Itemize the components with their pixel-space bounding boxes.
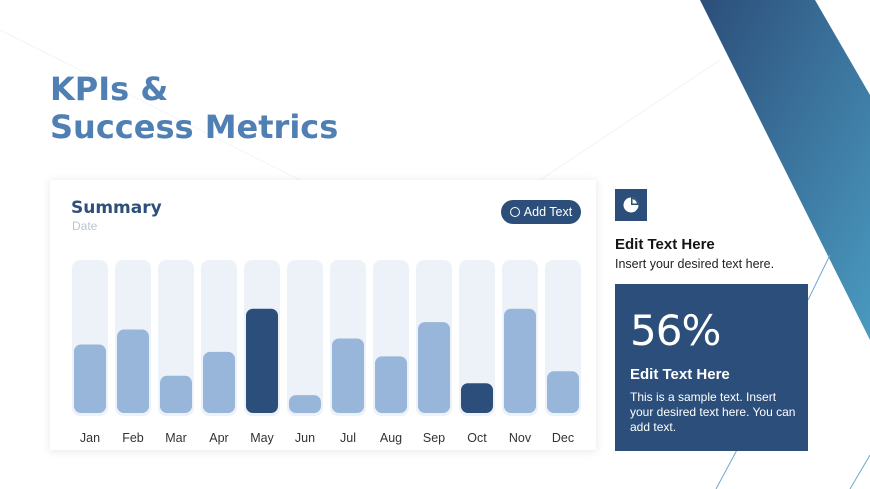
tick-label-jun: Jun	[295, 431, 315, 445]
slide-title-line-2: Success Metrics	[50, 108, 339, 146]
bar-mar	[160, 375, 192, 413]
bar-track-jun	[287, 260, 323, 416]
bar-sep	[418, 322, 450, 413]
tick-label-jan: Jan	[80, 431, 100, 445]
bar-jun	[289, 395, 321, 413]
bar-nov	[504, 308, 536, 413]
bar-jan	[74, 344, 106, 413]
bar-feb	[117, 329, 149, 413]
bar-dec	[547, 371, 579, 413]
tick-label-apr: Apr	[209, 431, 228, 445]
pie-chart-glyph	[623, 197, 639, 213]
side-text: Insert your desired text here.	[615, 257, 775, 271]
accent-band	[700, 0, 870, 340]
kpi-box: 56% Edit Text Here This is a sample text…	[615, 284, 808, 451]
tick-label-mar: Mar	[165, 431, 187, 445]
kpi-text: This is a sample text. Insert your desir…	[630, 390, 796, 434]
add-text-button[interactable]: Add Text	[501, 200, 581, 224]
bar-jul	[332, 338, 364, 413]
summary-card: Summary Date Add Text Jan Feb Mar Apr May Jun…	[50, 180, 596, 450]
bar-aug	[375, 356, 407, 413]
bar-apr	[203, 351, 235, 413]
circle-icon	[509, 207, 520, 217]
bar-track-oct	[459, 260, 495, 416]
slide-title: KPIs & Success Metrics	[50, 70, 338, 146]
slide-title-line-1: KPIs &	[50, 70, 169, 108]
tick-label-aug: Aug	[380, 431, 402, 445]
card-subtitle: Date	[72, 219, 98, 233]
kpi-value: 56%	[630, 306, 721, 355]
side-heading: Edit Text Here	[615, 236, 715, 253]
tick-label-feb: Feb	[122, 431, 144, 445]
accent-line	[807, 254, 831, 301]
tick-label-dec: Dec	[552, 431, 574, 445]
tick-label-may: May	[250, 431, 274, 445]
watermark-line	[0, 29, 321, 191]
tick-label-jul: Jul	[340, 431, 356, 445]
bar-oct	[461, 383, 493, 413]
card-title: Summary	[71, 198, 162, 218]
tick-label-sep: Sep	[423, 431, 445, 445]
accent-line	[849, 454, 870, 489]
kpi-heading: Edit Text Here	[630, 366, 730, 383]
bar-may	[246, 308, 278, 413]
monthly-bar-chart: Jan Feb Mar Apr May Jun Jul Aug Sep Oct Nov Dec	[72, 260, 581, 445]
tick-label-nov: Nov	[509, 431, 532, 445]
pie-chart-icon	[615, 189, 647, 221]
tick-label-oct: Oct	[467, 431, 487, 445]
add-text-label: Add Text	[523, 205, 573, 219]
accent-line	[715, 447, 739, 489]
watermark-line	[539, 59, 721, 181]
